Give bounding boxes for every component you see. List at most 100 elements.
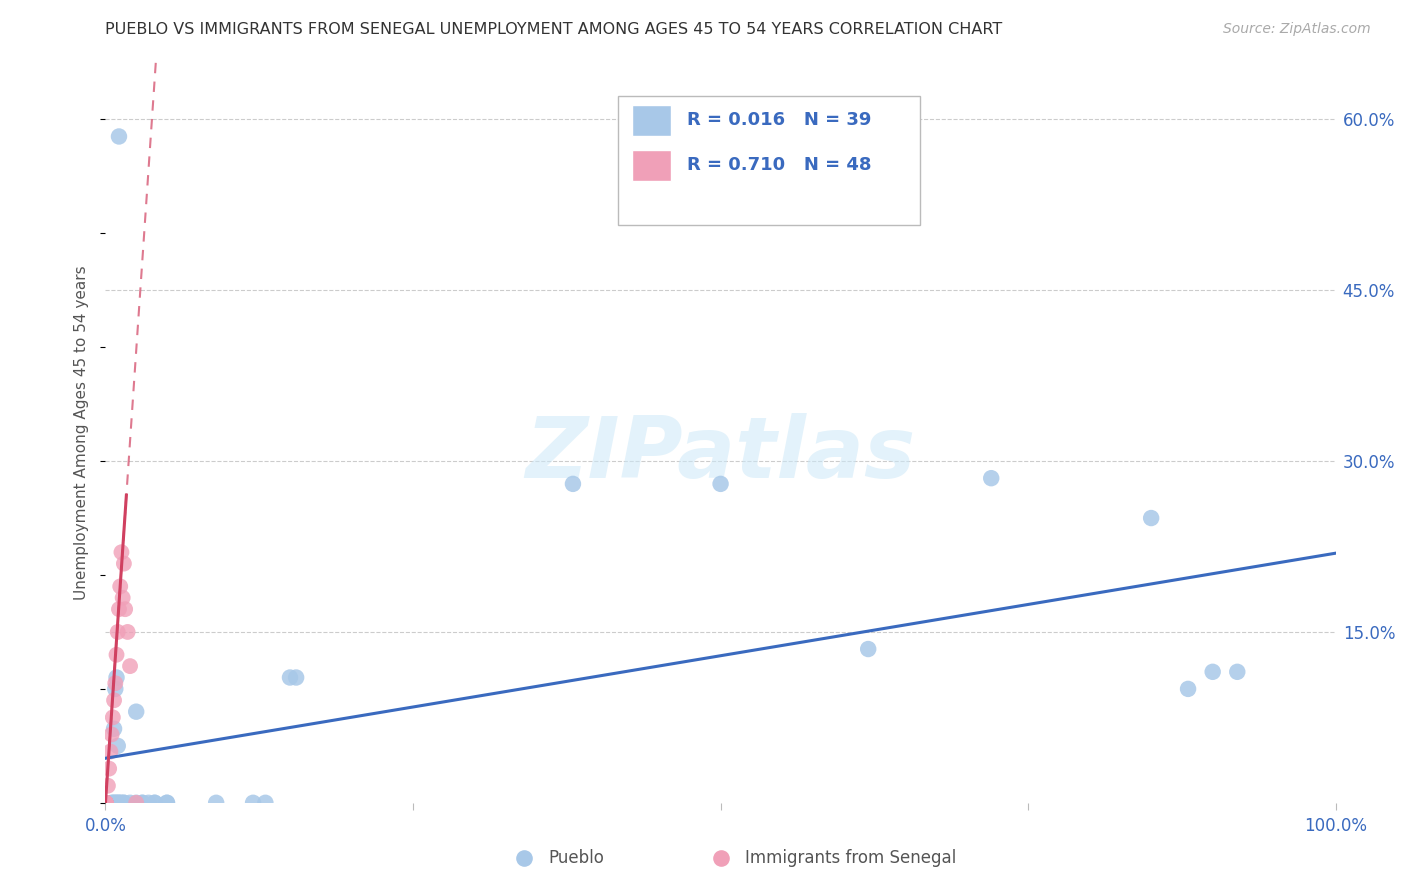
Point — [105, 648, 128, 662]
Point — [94, 796, 117, 810]
Point — [254, 796, 277, 810]
Point — [108, 602, 131, 616]
Point — [94, 796, 117, 810]
Point — [94, 796, 117, 810]
Point — [1226, 665, 1249, 679]
Point — [94, 796, 117, 810]
Point — [562, 476, 585, 491]
Point — [108, 796, 131, 810]
Point — [143, 796, 166, 810]
Point — [110, 796, 132, 810]
Point — [108, 129, 131, 144]
Point — [278, 671, 301, 685]
Point — [94, 796, 117, 810]
Point — [94, 796, 117, 810]
Point — [94, 796, 117, 810]
Point — [94, 796, 117, 810]
Point — [125, 796, 148, 810]
Bar — [633, 105, 672, 136]
Point — [156, 796, 179, 810]
Point — [103, 796, 125, 810]
Point — [105, 796, 128, 810]
Point — [94, 796, 117, 810]
Point — [107, 796, 129, 810]
Point — [513, 881, 536, 892]
Point — [104, 796, 127, 810]
Point — [107, 624, 129, 639]
Text: Source: ZipAtlas.com: Source: ZipAtlas.com — [1223, 22, 1371, 37]
Point — [94, 796, 117, 810]
Text: R = 0.016   N = 39: R = 0.016 N = 39 — [688, 112, 872, 129]
Point — [94, 796, 117, 810]
Y-axis label: Unemployment Among Ages 45 to 54 years: Unemployment Among Ages 45 to 54 years — [75, 265, 90, 600]
Point — [131, 796, 153, 810]
Point — [131, 796, 153, 810]
Point — [710, 476, 733, 491]
Point — [120, 659, 141, 673]
Point — [125, 705, 148, 719]
Point — [94, 796, 117, 810]
Point — [94, 796, 117, 810]
Point — [94, 796, 117, 810]
Point — [105, 671, 128, 685]
Point — [112, 557, 135, 571]
Point — [100, 796, 122, 810]
Point — [120, 796, 141, 810]
Point — [94, 796, 117, 810]
Point — [94, 796, 117, 810]
Point — [94, 796, 117, 810]
Point — [117, 624, 139, 639]
Point — [285, 671, 308, 685]
Point — [101, 710, 124, 724]
Point — [104, 681, 127, 696]
Point — [98, 762, 121, 776]
Point — [94, 796, 117, 810]
Point — [101, 796, 124, 810]
Text: PUEBLO VS IMMIGRANTS FROM SENEGAL UNEMPLOYMENT AMONG AGES 45 TO 54 YEARS CORRELA: PUEBLO VS IMMIGRANTS FROM SENEGAL UNEMPL… — [105, 22, 1002, 37]
Point — [1177, 681, 1199, 696]
Point — [103, 722, 125, 736]
Point — [114, 602, 136, 616]
Point — [143, 796, 166, 810]
Point — [98, 745, 122, 759]
Point — [94, 796, 117, 810]
Point — [97, 779, 120, 793]
Point — [1140, 511, 1163, 525]
Point — [107, 739, 129, 753]
Point — [112, 796, 135, 810]
Point — [111, 591, 134, 605]
FancyBboxPatch shape — [619, 95, 920, 226]
Point — [710, 881, 733, 892]
Point — [858, 642, 880, 657]
Point — [104, 676, 127, 690]
Text: R = 0.710   N = 48: R = 0.710 N = 48 — [688, 155, 872, 174]
Point — [980, 471, 1002, 485]
Point — [94, 796, 117, 810]
Point — [94, 796, 117, 810]
Point — [112, 796, 135, 810]
Text: ZIPatlas: ZIPatlas — [526, 413, 915, 496]
Point — [94, 796, 117, 810]
Point — [110, 796, 132, 810]
Point — [1202, 665, 1225, 679]
Point — [94, 796, 117, 810]
Point — [205, 796, 228, 810]
Point — [94, 796, 117, 810]
Text: Pueblo: Pueblo — [548, 849, 605, 867]
Point — [242, 796, 264, 810]
Point — [94, 796, 117, 810]
Point — [110, 579, 132, 593]
Point — [94, 796, 117, 810]
Point — [156, 796, 179, 810]
Point — [103, 693, 125, 707]
Bar — [633, 150, 672, 181]
Point — [94, 796, 117, 810]
Point — [110, 545, 132, 559]
Point — [125, 796, 148, 810]
Point — [94, 796, 117, 810]
Point — [100, 727, 122, 741]
Point — [94, 796, 117, 810]
Text: Immigrants from Senegal: Immigrants from Senegal — [745, 849, 956, 867]
Point — [94, 796, 117, 810]
Point — [138, 796, 160, 810]
